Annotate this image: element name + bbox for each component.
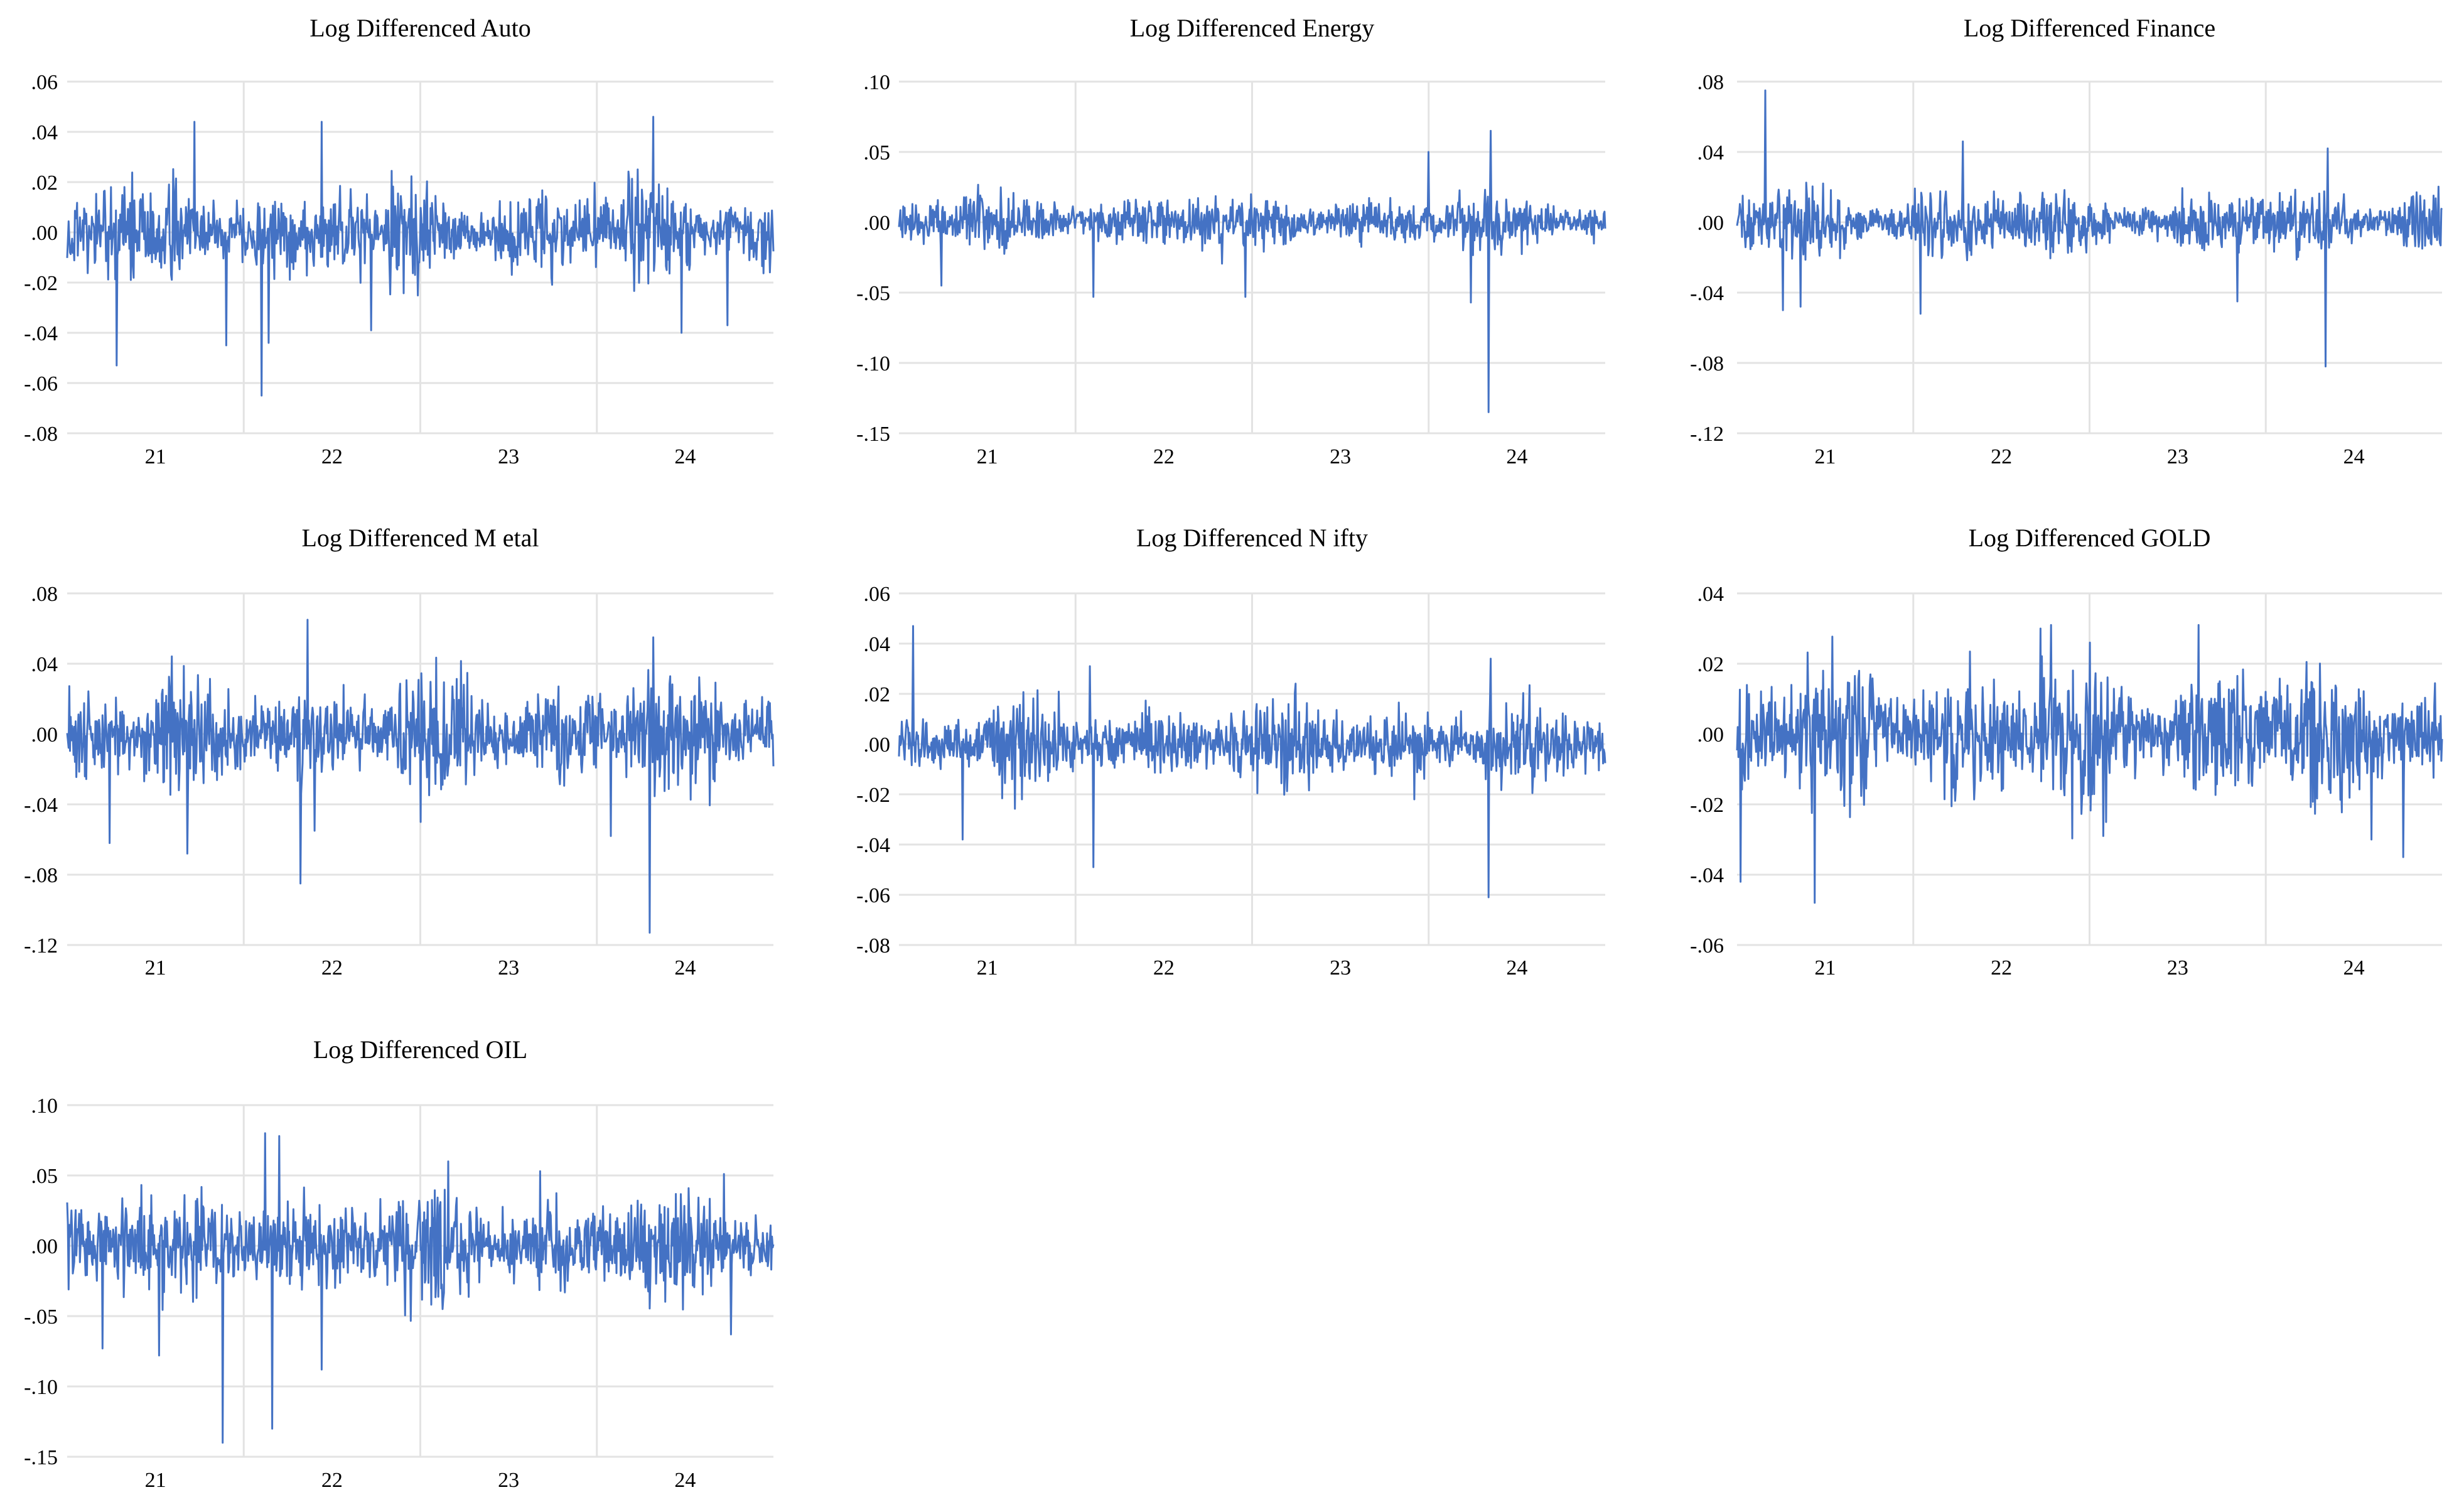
x-tick-label: 21 <box>977 956 998 980</box>
y-tick-label: -.08 <box>24 423 58 446</box>
y-tick-label: .04 <box>31 121 58 144</box>
y-tick-label: .04 <box>1697 583 1724 606</box>
y-tick-label: .02 <box>864 683 891 706</box>
series-line <box>66 116 775 397</box>
x-tick-label: 21 <box>1814 445 1836 468</box>
series-line <box>898 625 1606 899</box>
y-tick-label: -.06 <box>1690 934 1724 958</box>
x-tick-label: 22 <box>321 1469 343 1492</box>
y-tick-label: .00 <box>864 733 891 757</box>
x-tick-label: 22 <box>321 956 343 980</box>
chart-title: Log Differenced Energy <box>1130 14 1374 42</box>
y-tick-label: .04 <box>31 653 58 676</box>
y-tick-label: .10 <box>31 1094 58 1118</box>
x-tick-label: 23 <box>498 1469 519 1492</box>
y-tick-label: -.08 <box>24 864 58 887</box>
x-tick-label: 24 <box>674 445 696 468</box>
chart-panel: Log Differenced M etal .08 .04 .00 -.04 -.08 -… <box>24 524 775 980</box>
y-tick-label: -.05 <box>24 1305 58 1329</box>
chart-title: Log Differenced GOLD <box>1969 524 2211 552</box>
chart-panel: Log Differenced N ifty .06 .04 .02 .00 -.02 -.… <box>856 524 1606 980</box>
y-tick-label: .08 <box>31 583 58 606</box>
x-tick-label: 23 <box>1330 956 1351 980</box>
y-tick-label: .06 <box>864 583 891 606</box>
series-line <box>1736 89 2443 368</box>
y-tick-label: .02 <box>31 171 58 195</box>
y-tick-label: .08 <box>1697 71 1724 94</box>
chart-title: Log Differenced OIL <box>313 1035 527 1064</box>
chart-title: Log Differenced M etal <box>302 524 539 552</box>
y-tick-label: .06 <box>31 71 58 94</box>
x-tick-label: 24 <box>2343 445 2365 468</box>
y-tick-label: -.15 <box>24 1446 58 1469</box>
chart-title: Log Differenced Finance <box>1964 14 2215 42</box>
x-tick-label: 23 <box>1330 445 1351 468</box>
y-tick-label: -.04 <box>24 322 58 345</box>
chart-panel: Log Differenced Finance .08 .04 .00 -.04 -.08… <box>1690 14 2443 468</box>
x-tick-label: 22 <box>321 445 343 468</box>
x-tick-label: 21 <box>145 1469 166 1492</box>
y-tick-label: .04 <box>864 633 891 656</box>
x-tick-label: 21 <box>145 445 166 468</box>
chart-panel: Log Differenced OIL .10 .05 .00 -.05 -.10 -.15… <box>24 1035 775 1492</box>
series-line <box>1736 624 2443 904</box>
y-tick-label: .00 <box>31 1235 58 1258</box>
y-tick-label: -.08 <box>1690 352 1724 375</box>
y-tick-label: -.12 <box>24 934 58 958</box>
x-tick-label: 21 <box>977 445 998 468</box>
y-tick-label: -.08 <box>856 934 890 958</box>
y-tick-label: -.02 <box>24 272 58 295</box>
y-tick-label: -.15 <box>856 423 890 446</box>
chart-title: Log Differenced Auto <box>309 14 530 42</box>
x-tick-label: 23 <box>498 445 519 468</box>
x-tick-label: 24 <box>2343 956 2365 980</box>
y-tick-label: -.06 <box>856 884 890 907</box>
y-tick-label: -.02 <box>856 784 890 807</box>
y-tick-label: -.12 <box>1690 423 1724 446</box>
y-tick-label: -.04 <box>24 794 58 817</box>
y-tick-label: -.10 <box>24 1376 58 1399</box>
x-tick-label: 21 <box>145 956 166 980</box>
y-tick-label: .05 <box>31 1165 58 1188</box>
series-line <box>66 1132 775 1444</box>
x-tick-label: 21 <box>1814 956 1836 980</box>
x-tick-label: 22 <box>1991 956 2012 980</box>
y-tick-label: .05 <box>864 141 891 165</box>
y-tick-label: .00 <box>31 723 58 747</box>
y-tick-label: -.05 <box>856 282 890 305</box>
chart-panel: Log Differenced Energy .10 .05 .00 -.05 -.10 -… <box>856 14 1606 468</box>
x-tick-label: 23 <box>2167 956 2188 980</box>
x-tick-label: 22 <box>1153 445 1175 468</box>
chart-panel: Log Differenced Auto .06 .04 .02 .00 -.02 -.04… <box>24 14 775 468</box>
y-tick-label: -.04 <box>1690 864 1724 887</box>
y-tick-label: .00 <box>1697 723 1724 747</box>
series-line <box>66 618 775 934</box>
y-tick-label: -.02 <box>1690 794 1724 817</box>
y-tick-label: .04 <box>1697 141 1724 165</box>
y-tick-label: .10 <box>864 71 891 94</box>
y-tick-label: .00 <box>864 212 891 235</box>
y-tick-label: -.04 <box>1690 282 1724 305</box>
x-tick-label: 24 <box>1506 956 1527 980</box>
x-tick-label: 24 <box>674 956 696 980</box>
x-tick-label: 22 <box>1153 956 1175 980</box>
x-tick-label: 24 <box>674 1469 696 1492</box>
x-tick-label: 22 <box>1991 445 2012 468</box>
chart-panel: Log Differenced GOLD .04 .02 .00 -.02 -.04 -.0… <box>1690 524 2443 980</box>
series-line <box>898 129 1606 413</box>
y-tick-label: -.04 <box>856 834 890 857</box>
y-tick-label: .00 <box>1697 212 1724 235</box>
y-tick-label: -.06 <box>24 372 58 396</box>
x-tick-label: 23 <box>2167 445 2188 468</box>
y-tick-label: .02 <box>1697 653 1724 676</box>
x-tick-label: 24 <box>1506 445 1527 468</box>
y-tick-label: .00 <box>31 222 58 245</box>
chart-title: Log Differenced N ifty <box>1136 524 1368 552</box>
y-tick-label: -.10 <box>856 352 890 375</box>
x-tick-label: 23 <box>498 956 519 980</box>
